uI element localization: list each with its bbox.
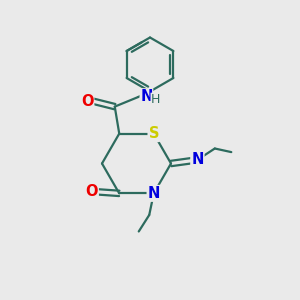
- Text: N: N: [148, 186, 160, 201]
- Text: N: N: [191, 152, 204, 167]
- Text: S: S: [148, 126, 159, 141]
- Text: O: O: [81, 94, 93, 109]
- Text: N: N: [140, 89, 153, 104]
- Text: H: H: [151, 93, 160, 106]
- Text: O: O: [85, 184, 98, 200]
